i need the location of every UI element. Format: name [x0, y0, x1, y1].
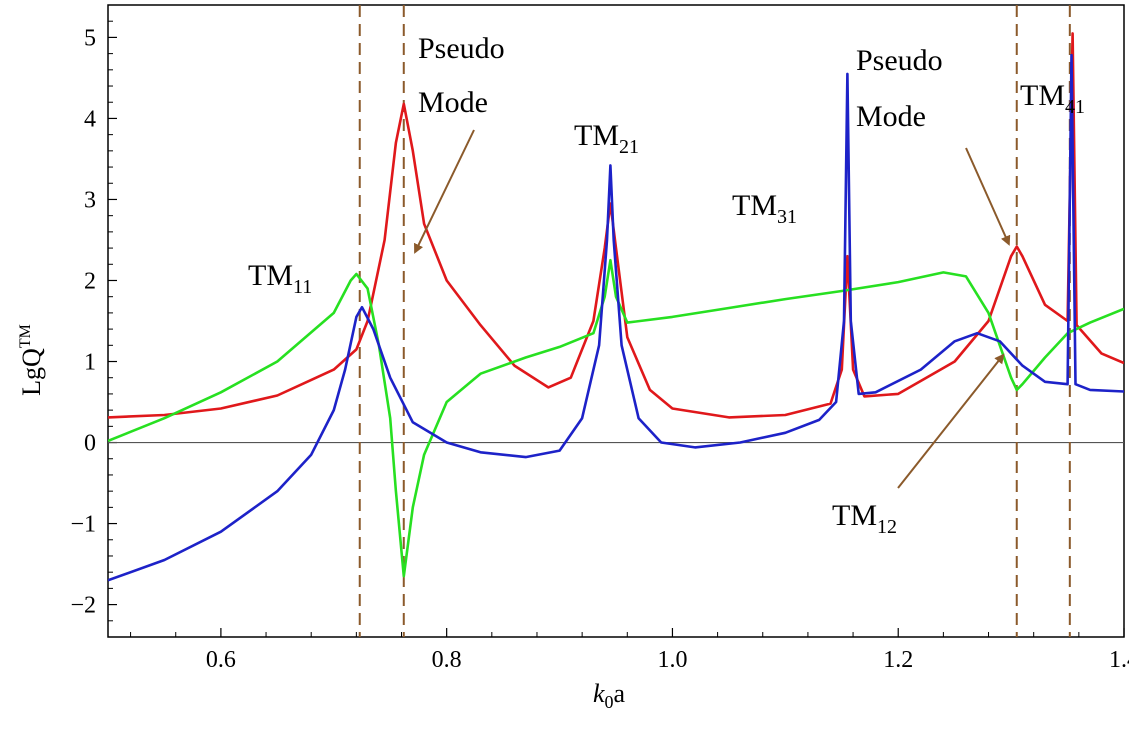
y-axis-label: LgQTM: [17, 324, 46, 396]
x-tick-label: 0.8: [432, 647, 462, 673]
annotation-pseudo-mode-1-line2: Mode: [418, 86, 488, 119]
y-tick-label: 0: [84, 431, 96, 457]
x-tick-label: 1.0: [657, 647, 687, 673]
x-tick-label: 1.2: [883, 647, 913, 673]
annotation-tm41: TM41: [1020, 79, 1085, 118]
series-lines: [108, 32, 1124, 582]
x-tick-label: 1.4: [1109, 647, 1129, 673]
annotation-tm31: TM31: [732, 189, 797, 228]
y-tick-label: 5: [84, 25, 96, 51]
y-tick-label: 2: [84, 268, 96, 294]
tm12-arrow: [897, 353, 1005, 489]
y-axis-ticks: −2 −1 0 1 2 3 4 5: [70, 20, 117, 622]
annotation-tm11: TM11: [248, 259, 312, 298]
pseudo-mode-1-arrow: [414, 129, 475, 254]
x-axis-label: k0a: [593, 679, 626, 712]
reference-lines: [108, 5, 1124, 637]
series-line-3: [108, 53, 1124, 582]
y-tick-label: 4: [84, 106, 96, 132]
annotation-tm12: TM12: [832, 499, 897, 538]
series-line-2: [108, 258, 1124, 578]
y-tick-label: 1: [84, 350, 96, 376]
annotation-pseudo-mode-1-line1: Pseudo: [418, 32, 505, 65]
x-axis-ticks: 0.6 0.8 1.0 1.2 1.4: [130, 628, 1129, 673]
annotation-pseudo-mode-2-line2: Mode: [856, 100, 926, 133]
pseudo-mode-2-arrow: [965, 147, 1011, 246]
y-tick-label: 3: [84, 187, 96, 213]
annotation-pseudo-mode-2-line1: Pseudo: [856, 44, 943, 77]
y-tick-label: −1: [70, 512, 96, 538]
y-tick-label: −2: [70, 593, 96, 619]
annotation-arrows: [414, 129, 1011, 489]
x-tick-label: 0.6: [206, 647, 236, 673]
plot-frame: [107, 4, 1125, 638]
series-line-1: [108, 32, 1124, 419]
annotation-tm21: TM21: [574, 119, 639, 158]
